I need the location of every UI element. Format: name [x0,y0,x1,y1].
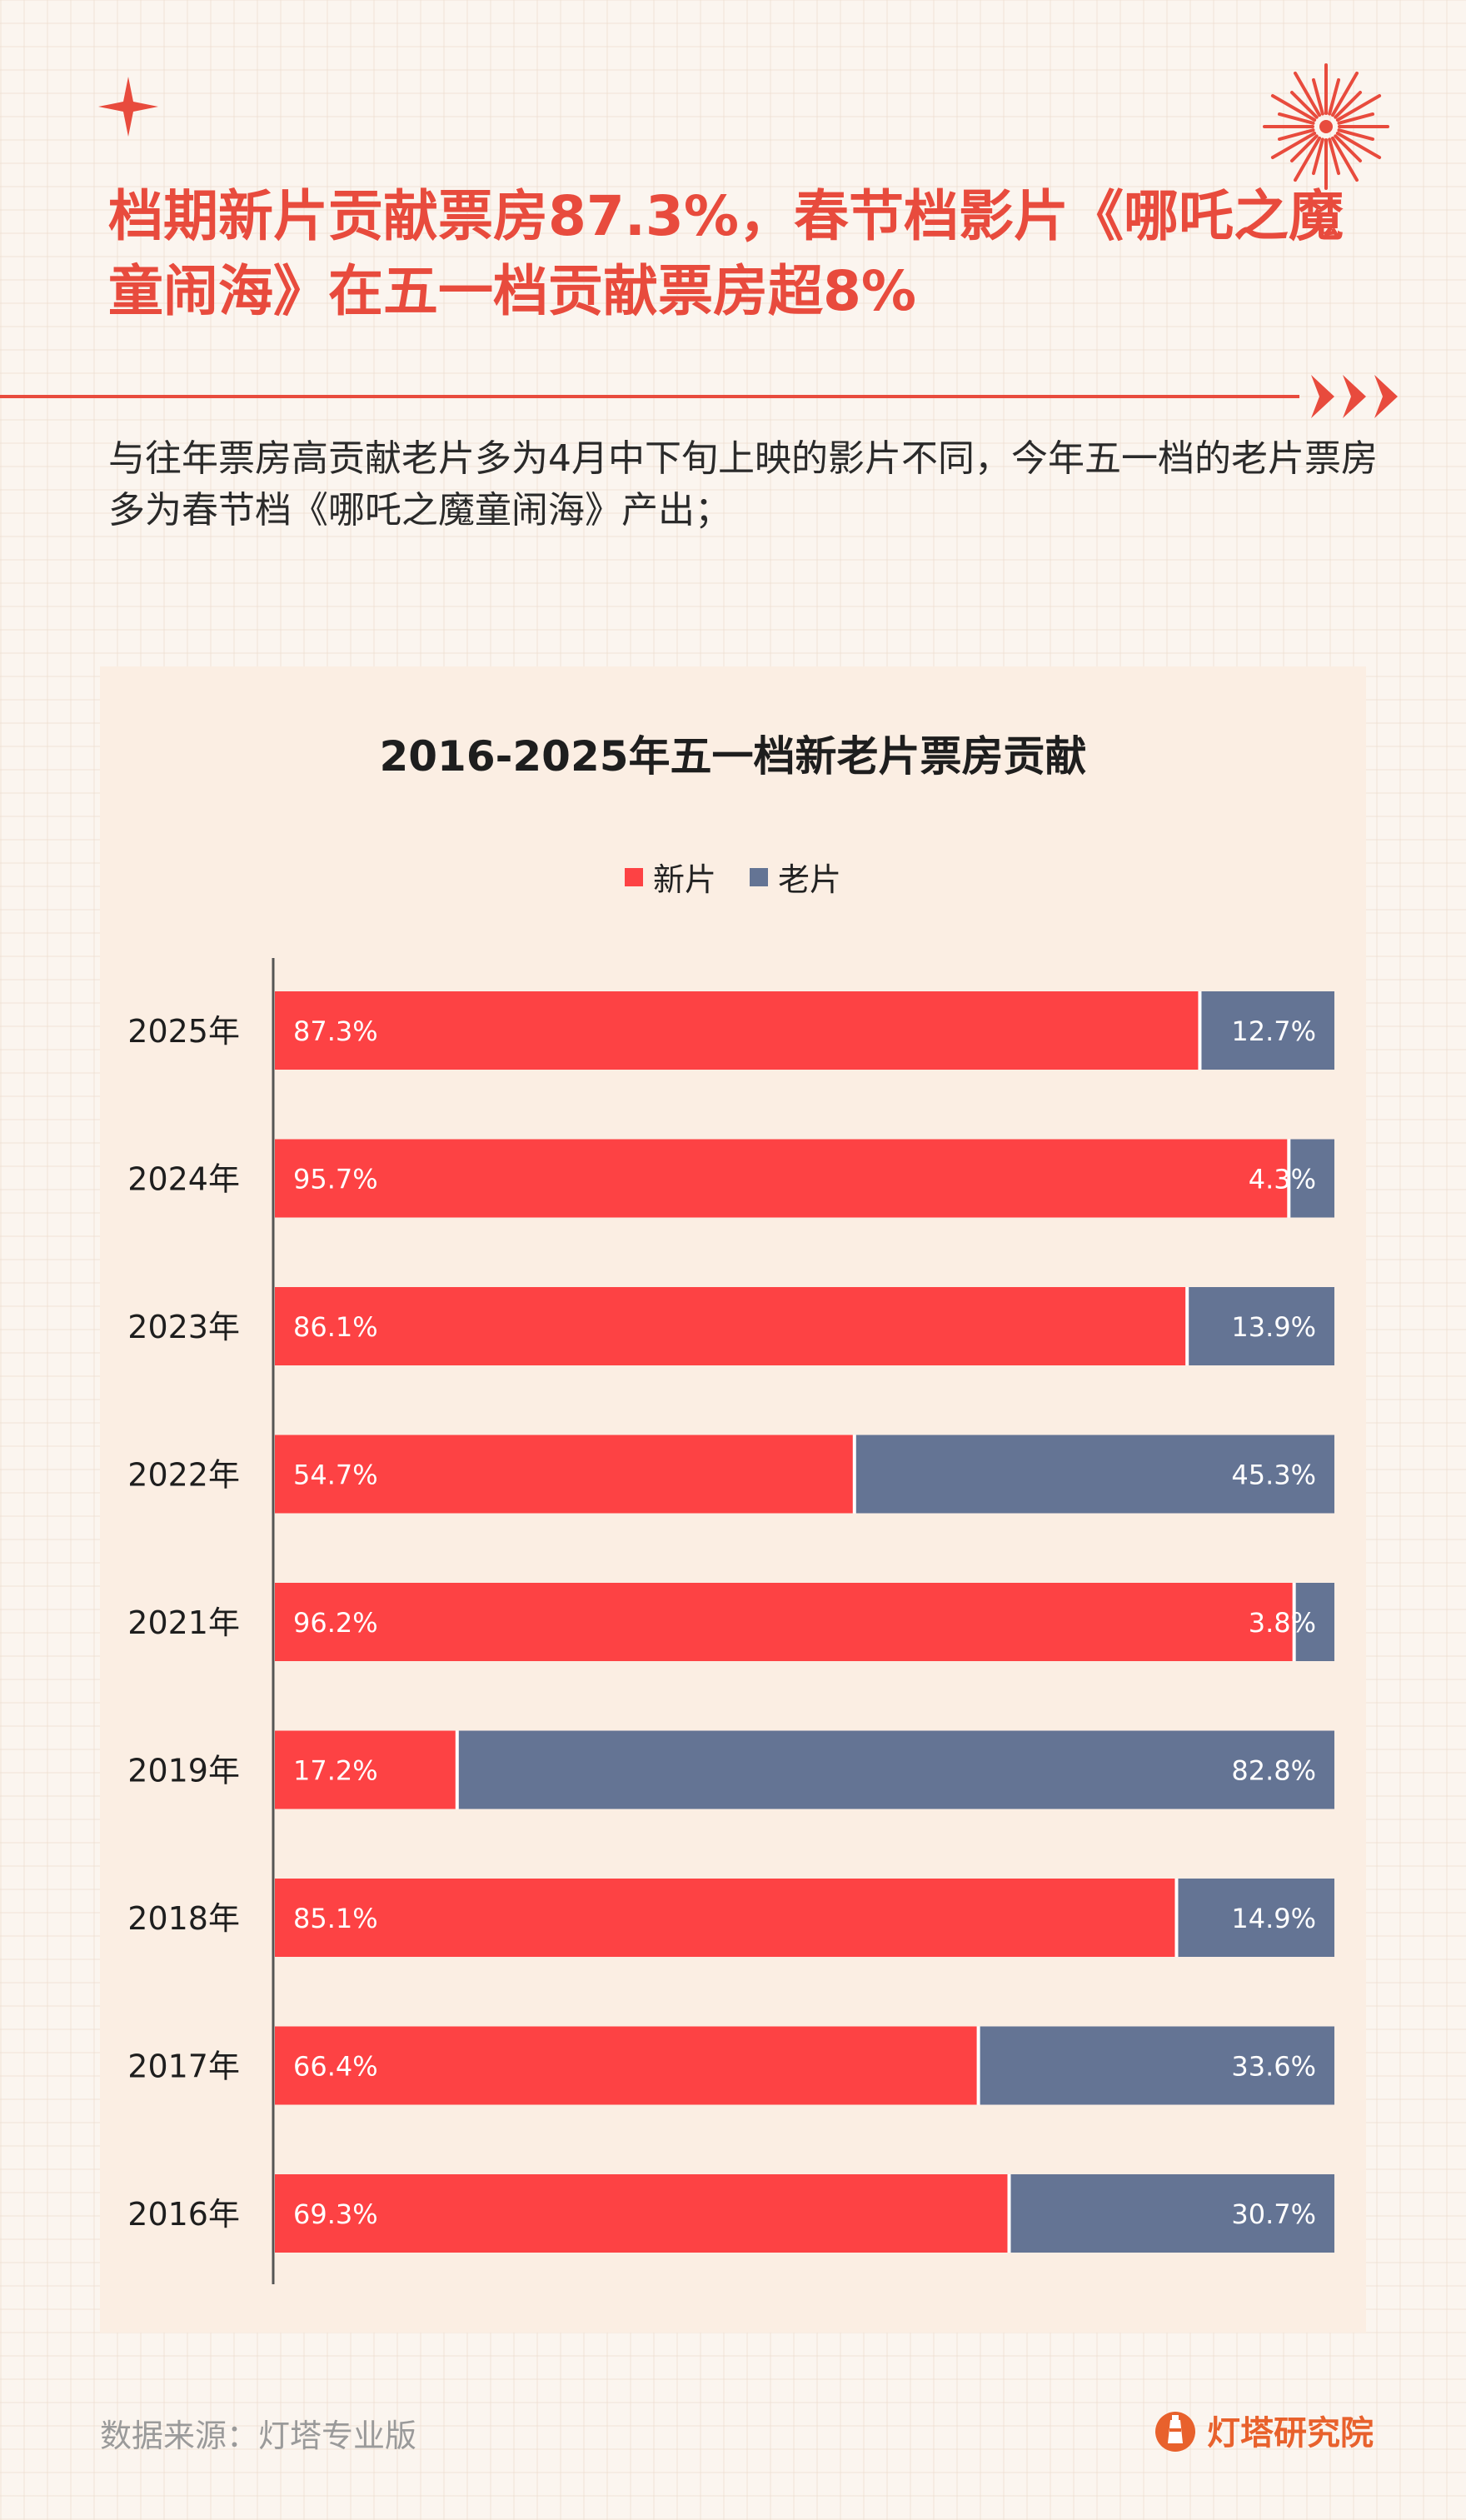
firework-ray [1331,136,1359,182]
bar-segment-new [275,1287,1188,1365]
bar-segment-new [275,1730,457,1809]
bar-segment-separator [455,1730,459,1809]
legend-swatch-old [750,867,768,886]
data-label-new: 66.4% [293,2051,378,2083]
firework-core [1319,120,1333,133]
firework-ray [1335,94,1382,122]
y-tick-label: 2024年 [127,1161,240,1198]
divider-line [0,395,1299,398]
firework-ray [1294,136,1321,182]
bar-segment-separator [1198,991,1202,1070]
bar-segment-old [1009,2174,1334,2253]
legend-item-old: 老片 [750,854,841,900]
bar-segment-new [275,1435,855,1514]
bar-segment-old [1294,1583,1334,1661]
y-tick-label: 2025年 [127,1013,240,1050]
subtitle: 与往年票房高贡献老片多为4月中下旬上映的影片不同，今年五一档的老片票房多为春节档… [108,437,1378,531]
firework-ray [1328,77,1341,116]
bar-segment-new [275,1139,1289,1218]
bar-segment-separator [852,1435,856,1514]
firework-ray [1311,77,1324,116]
firework-ray [1337,128,1375,142]
firework-ray [1331,71,1359,117]
sparkle-icon [98,77,158,137]
data-label-old: 82.8% [1231,1755,1316,1787]
data-label-old: 4.3% [1249,1164,1316,1195]
legend-label-old: 老片 [778,861,842,898]
chart-legend: 新片 老片 [100,854,1366,900]
firework-ray [1335,132,1382,159]
bar-segment-new [275,2174,1010,2253]
y-tick-label: 2021年 [127,1604,240,1641]
bar-segment-separator [1185,1287,1189,1365]
bar-segment-separator [976,2026,980,2105]
legend-item-new: 新片 [624,854,716,900]
bar-segment-separator [1292,1583,1296,1661]
firework-ray [1277,112,1315,125]
bar-segment-separator [1007,2174,1011,2253]
firework-ray [1328,137,1341,176]
firework-ray [1334,134,1363,163]
brand: 灯塔研究院 [1152,2406,1374,2454]
firework-ray [1289,134,1319,163]
bar-segment-new [275,1583,1294,1661]
brand-name: 灯塔研究院 [1207,2414,1374,2453]
firework-ray [1311,137,1324,176]
bar-segment-old [1187,1287,1334,1365]
data-label-old: 3.8% [1249,1607,1316,1639]
firework-ray [1270,132,1317,159]
bar-segment-old [978,2026,1334,2105]
legend-label-new: 新片 [652,861,716,898]
data-label-new: 86.1% [293,1311,378,1343]
firework-ray [1289,90,1319,119]
firework-ray [1334,90,1363,119]
triple-chevron-icon [1311,375,1398,418]
y-tick-label: 2019年 [127,1753,240,1789]
firework-ray [1277,128,1315,142]
bar-segment-new [275,1879,1177,1957]
data-label-new: 87.3% [293,1015,378,1047]
bar-segment-new [275,2026,979,2105]
lighthouse-logo-icon [1155,2412,1195,2452]
data-label-new: 85.1% [293,1903,378,1934]
firework-ray [1294,71,1321,117]
data-source: 数据来源：灯塔专业版 [100,2418,417,2454]
chart-title: 2016-2025年五一档新老片票房贡献 [379,732,1087,781]
firework-ray [1337,112,1375,125]
y-tick-label: 2016年 [127,2196,240,2233]
bar-segment-new [275,991,1200,1070]
data-label-new: 96.2% [293,1607,378,1639]
data-label-new: 17.2% [293,1755,378,1787]
firework-ray [1270,94,1317,122]
data-label-old: 13.9% [1231,1311,1316,1343]
bar-segment-old [1176,1879,1334,1957]
bar-segment-old [1199,991,1334,1070]
headline: 档期新片贡献票房87.3%，春节档影片《哪吒之魔童闹海》在五一档贡献票房超8% [108,184,1344,323]
y-tick-label: 2018年 [127,1900,240,1937]
firework-icon [1263,63,1389,190]
data-label-old: 14.9% [1231,1903,1316,1934]
y-tick-label: 2023年 [127,1309,240,1345]
legend-swatch-new [624,867,643,886]
data-label-old: 45.3% [1231,1460,1316,1491]
data-label-new: 95.7% [293,1164,378,1195]
chart-panel: 2016-2025年五一档新老片票房贡献 新片 老片 2025年 87.3% 12.… [100,666,1366,2333]
bar-segment-separator [1174,1879,1179,1957]
bar-segment-separator [1287,1139,1291,1218]
data-label-new: 69.3% [293,2198,378,2230]
bar-segment-old [456,1730,1335,1809]
bar-segment-old [854,1435,1334,1514]
bar-segment-old [1289,1139,1334,1218]
y-tick-label: 2022年 [127,1457,240,1494]
y-tick-label: 2017年 [127,2048,240,2085]
data-label-old: 30.7% [1231,2198,1316,2230]
data-label-old: 33.6% [1231,2051,1316,2083]
stacked-bar-chart: 2025年 87.3% 12.7% 2024年 95.7% 4.3% 2023年 86.1% 1… [127,958,1335,2284]
data-label-new: 54.7% [293,1460,378,1491]
data-label-old: 12.7% [1231,1015,1316,1047]
